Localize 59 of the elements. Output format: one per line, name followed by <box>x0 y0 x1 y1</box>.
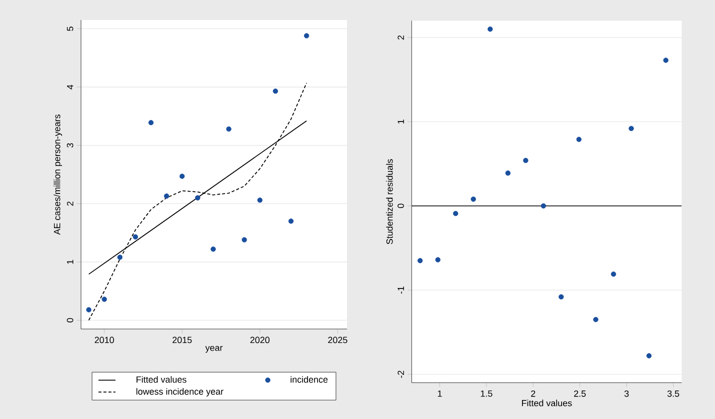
y-tick-label: 1 <box>67 260 74 264</box>
point <box>418 258 423 264</box>
point <box>576 136 582 142</box>
point <box>226 126 232 132</box>
legend-label: Fitted values <box>136 376 186 383</box>
x-tick-label: 3 <box>624 390 629 397</box>
x-axis-title: year <box>205 346 223 353</box>
point <box>272 88 278 94</box>
y-tick-label: 3 <box>66 143 74 148</box>
y-tick-label: 1 <box>398 120 404 124</box>
point <box>488 26 493 32</box>
x-tick-label: 1 <box>438 390 442 397</box>
y-tick-label: 0 <box>398 204 404 208</box>
x-axis-title: Fitted values <box>522 400 572 406</box>
x-tick-label: 2 <box>531 390 536 397</box>
y-tick-label: -2 <box>398 370 404 378</box>
point <box>470 196 476 202</box>
point <box>86 307 92 312</box>
point <box>304 33 310 38</box>
x-tick-label: 2025 <box>328 336 348 344</box>
y-tick-label: 4 <box>67 84 74 90</box>
point <box>558 294 564 300</box>
point <box>288 218 294 224</box>
point <box>435 257 440 262</box>
point <box>180 174 185 179</box>
point <box>117 254 122 260</box>
point <box>663 58 668 63</box>
point <box>210 246 216 252</box>
y-tick-label: -1 <box>398 286 404 294</box>
point <box>505 170 511 176</box>
x-tick-label: 2.5 <box>574 390 586 397</box>
x-tick-label: 2010 <box>94 336 114 344</box>
point <box>132 234 138 240</box>
point <box>610 272 616 277</box>
point <box>164 193 170 199</box>
point <box>148 120 154 126</box>
point <box>628 126 634 132</box>
legend-label: lowess incidence year <box>136 388 224 396</box>
x-tick-label: 2020 <box>250 336 270 344</box>
y-tick-label: 0 <box>66 318 74 322</box>
point <box>242 237 247 242</box>
x-tick-label: 2015 <box>172 336 192 344</box>
point <box>523 158 528 164</box>
x-tick-label: 3.5 <box>667 390 680 397</box>
y-axis-title: AE cases/million person-years <box>54 114 62 235</box>
point <box>257 198 262 203</box>
x-tick-label: 1.5 <box>480 390 492 397</box>
y-axis-title: Studentized residuals <box>386 159 393 244</box>
legend-label: incidence <box>290 376 328 383</box>
point <box>102 296 107 302</box>
y-tick-label: 5 <box>66 26 74 31</box>
point <box>593 316 598 322</box>
y-tick-label: 2 <box>398 35 404 40</box>
line-series <box>88 82 308 321</box>
point <box>453 210 458 216</box>
point <box>195 195 200 200</box>
point <box>540 203 546 208</box>
point <box>646 353 652 358</box>
y-tick-label: 2 <box>66 202 74 206</box>
